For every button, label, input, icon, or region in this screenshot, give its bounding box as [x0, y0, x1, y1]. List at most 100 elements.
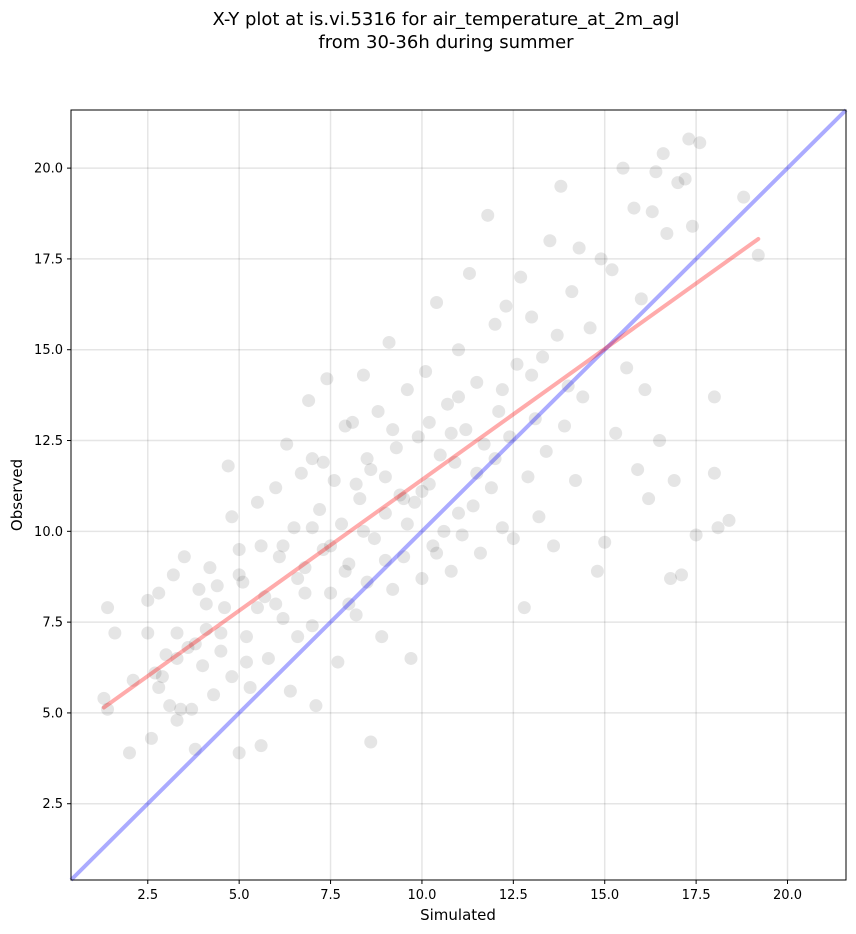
- scatter-point: [558, 419, 572, 433]
- scatter-point: [525, 368, 539, 382]
- scatter-point: [126, 673, 140, 687]
- scatter-point: [378, 553, 392, 567]
- y-tick-label: 20.0: [34, 162, 63, 177]
- x-tick-label: 5.0: [229, 888, 250, 903]
- scatter-point: [345, 415, 359, 429]
- scatter-point: [528, 412, 542, 426]
- scatter-point: [214, 644, 228, 658]
- scatter-point: [305, 619, 319, 633]
- scatter-point: [620, 361, 634, 375]
- scatter-point: [258, 590, 272, 604]
- scatter-point: [506, 532, 520, 546]
- grid-lines: [71, 110, 846, 880]
- scatter-point: [188, 637, 202, 651]
- scatter-point: [682, 132, 696, 146]
- scatter-point: [452, 506, 465, 520]
- scatter-point: [338, 564, 352, 578]
- scatter-point: [254, 539, 268, 553]
- x-tick-label: 20.0: [773, 888, 802, 903]
- x-tick-label: 7.5: [320, 888, 341, 903]
- scatter-point: [452, 390, 465, 404]
- scatter-point: [335, 517, 349, 531]
- data-points: [97, 132, 765, 760]
- scatter-point: [155, 670, 169, 684]
- scatter-point: [305, 521, 319, 535]
- scatter-point: [448, 455, 462, 469]
- y-axis-ticks: 2.5 5.0 7.5 10.0 12.5 15.0 17.5 20.0: [34, 162, 71, 812]
- scatter-point: [693, 136, 707, 150]
- scatter-point: [583, 321, 597, 335]
- scatter-point: [243, 681, 257, 694]
- scatter-point: [722, 513, 736, 527]
- scatter-point: [539, 444, 553, 458]
- scatter-point: [382, 335, 396, 349]
- scatter-point: [430, 546, 444, 560]
- y-tick-label: 12.5: [34, 434, 63, 449]
- scatter-point: [576, 390, 590, 404]
- scatter-point: [386, 582, 400, 596]
- scatter-point: [305, 452, 319, 466]
- scatter-point: [232, 746, 246, 760]
- scatter-point: [393, 488, 407, 502]
- scatter-point: [737, 190, 751, 204]
- scatter-point: [239, 630, 253, 644]
- scatter-point: [316, 455, 330, 469]
- scatter-point: [122, 746, 136, 760]
- scatter-point: [192, 582, 206, 596]
- scatter-point: [510, 357, 524, 371]
- scatter-point: [371, 404, 385, 418]
- scatter-point: [250, 495, 264, 509]
- x-axis-ticks: 2.5 5.0 7.5 10.0 12.5 15.0 17.5 20.0: [137, 880, 802, 903]
- scatter-point: [521, 470, 535, 484]
- scatter-point: [327, 473, 341, 487]
- scatter-point: [685, 219, 699, 233]
- scatter-point: [484, 481, 498, 495]
- scatter-point: [356, 524, 370, 538]
- scatter-point: [203, 561, 217, 575]
- scatter-point: [642, 492, 656, 506]
- scatter-point: [181, 641, 195, 655]
- scatter-point: [163, 699, 177, 713]
- scatter-point: [287, 521, 301, 535]
- scatter-point: [199, 622, 213, 636]
- scatter-point: [342, 597, 356, 611]
- scatter-point: [441, 397, 455, 411]
- chart-title-line-1: X-Y plot at is.vi.5316 for air_temperatu…: [212, 9, 679, 30]
- scatter-point: [674, 568, 688, 582]
- scatter-point: [634, 292, 648, 306]
- scatter-point: [466, 499, 480, 513]
- x-tick-label: 10.0: [407, 888, 436, 903]
- scatter-point: [218, 601, 232, 615]
- scatter-point: [627, 201, 641, 215]
- scatter-point: [221, 459, 235, 473]
- scatter-point: [532, 510, 546, 524]
- x-tick-label: 12.5: [499, 888, 528, 903]
- scatter-point: [517, 601, 531, 615]
- scatter-point: [499, 299, 513, 313]
- scatter-point: [459, 423, 473, 437]
- scatter-point: [338, 419, 352, 433]
- scatter-point: [276, 611, 290, 625]
- y-axis-label: Observed: [8, 459, 26, 531]
- scatter-point: [196, 659, 210, 673]
- x-tick-label: 2.5: [137, 888, 158, 903]
- scatter-point: [159, 648, 173, 662]
- scatter-point: [473, 546, 487, 560]
- scatter-point: [185, 702, 199, 716]
- identity-line: [69, 108, 848, 882]
- scatter-point: [444, 564, 458, 578]
- scatter-point: [309, 699, 323, 713]
- x-tick-label: 17.5: [682, 888, 711, 903]
- scatter-point: [302, 394, 316, 408]
- scatter-point: [495, 383, 509, 397]
- scatter-point: [631, 463, 645, 477]
- scatter-point: [462, 266, 476, 280]
- scatter-point: [261, 651, 275, 665]
- scatter-point: [543, 234, 557, 248]
- scatter-point: [653, 434, 667, 448]
- y-tick-label: 7.5: [42, 616, 63, 631]
- scatter-point: [353, 492, 367, 506]
- scatter-point: [283, 684, 297, 698]
- scatter-point: [594, 252, 608, 266]
- scatter-point: [269, 481, 283, 495]
